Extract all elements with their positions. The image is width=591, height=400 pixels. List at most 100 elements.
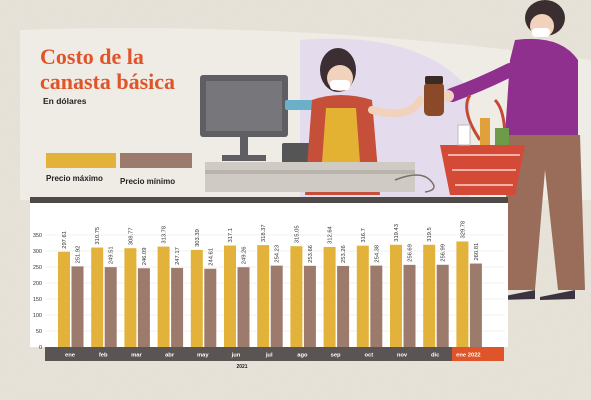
chart-title: Costo de la canasta básica bbox=[40, 44, 240, 94]
bar-value-label: 319.43 bbox=[394, 224, 400, 242]
legend-label-max: Precio máximo bbox=[46, 174, 103, 183]
bar-min bbox=[403, 264, 416, 347]
bar-value-label: 247.17 bbox=[175, 247, 181, 265]
counter bbox=[205, 162, 415, 192]
bar-value-label: 256.69 bbox=[408, 244, 414, 262]
bar-max bbox=[91, 247, 104, 347]
bar-value-label: 249.51 bbox=[109, 246, 115, 264]
bar-max bbox=[423, 244, 436, 347]
x-tick-label: may bbox=[197, 353, 209, 359]
x-tick-label: sep bbox=[331, 353, 341, 359]
bar-max bbox=[224, 245, 236, 347]
y-tick-label: 300 bbox=[33, 249, 42, 255]
bar-value-label: 251.92 bbox=[76, 246, 82, 264]
y-tick-label: 50 bbox=[36, 329, 42, 335]
legend-swatch-min bbox=[120, 153, 192, 168]
bar-value-label: 249.26 bbox=[242, 247, 248, 265]
bar-min bbox=[204, 268, 217, 347]
bar-max bbox=[124, 248, 137, 347]
chart-subtitle: En dólares bbox=[43, 96, 87, 106]
bar-value-label: 318.37 bbox=[261, 224, 267, 242]
bar-max bbox=[157, 246, 170, 347]
bar-value-label: 315.05 bbox=[294, 225, 300, 243]
bar-value-label: 317.1 bbox=[228, 228, 234, 243]
y-tick-label: 350 bbox=[33, 233, 42, 239]
bar-value-label: 297.61 bbox=[62, 231, 68, 249]
jar-icon bbox=[424, 82, 444, 116]
bar-value-label: 253.66 bbox=[308, 245, 314, 263]
bar-max bbox=[190, 249, 203, 347]
milk-icon bbox=[457, 124, 471, 146]
y-tick-label: 200 bbox=[33, 281, 42, 287]
bar-min bbox=[436, 264, 449, 347]
x-tick-label: jul bbox=[265, 353, 273, 359]
y-tick-label: 250 bbox=[33, 265, 42, 271]
y-axis-ticks: 0 50 100 150 200 250 300 350 bbox=[33, 233, 42, 351]
bar-value-label: 253.26 bbox=[341, 245, 347, 263]
bar-value-label: 329.78 bbox=[460, 221, 466, 239]
cashier-illustration bbox=[200, 48, 435, 195]
chart-top-band bbox=[30, 197, 508, 203]
year-label: 2021 bbox=[236, 364, 247, 370]
bar-min bbox=[171, 267, 184, 347]
x-tick-label: oct bbox=[364, 353, 373, 359]
x-tick-label: mar bbox=[131, 353, 142, 359]
y-tick-label: 100 bbox=[33, 313, 42, 319]
mask-icon bbox=[532, 28, 550, 37]
x-tick-label: abr bbox=[165, 353, 175, 359]
customer-pants bbox=[505, 135, 585, 290]
bar-max bbox=[257, 245, 270, 347]
x-tick-label: ene 2022 bbox=[456, 353, 481, 359]
bar-min bbox=[237, 267, 250, 347]
x-axis-band bbox=[45, 347, 495, 361]
title-line-2: canasta básica bbox=[40, 69, 176, 94]
bar-value-label: 244.61 bbox=[208, 248, 214, 266]
legend-label-min: Precio mínimo bbox=[120, 177, 176, 186]
shoe-icon bbox=[540, 290, 575, 300]
bar-max bbox=[390, 244, 402, 347]
legend-swatch-max bbox=[46, 153, 116, 168]
bar-value-label: 313.78 bbox=[162, 226, 168, 244]
x-axis-highlight-band bbox=[452, 347, 504, 361]
x-tick-label: feb bbox=[99, 353, 108, 359]
bar-value-label: 316.7 bbox=[361, 228, 367, 243]
bar-min bbox=[337, 265, 350, 347]
bar-min bbox=[104, 267, 117, 347]
bar-value-label: 303.39 bbox=[195, 229, 201, 247]
mask-icon bbox=[330, 80, 350, 90]
bar-value-label: 254.23 bbox=[275, 245, 281, 263]
bar-value-label: 254.38 bbox=[374, 245, 380, 263]
bar-max bbox=[290, 246, 303, 347]
bar-value-label: 246.09 bbox=[142, 248, 148, 266]
bar-min bbox=[137, 268, 150, 347]
bar-value-label: 310.75 bbox=[95, 227, 101, 245]
bar-value-label: 312.64 bbox=[328, 225, 334, 244]
bar-min bbox=[71, 266, 84, 347]
bar-value-label: 308.77 bbox=[128, 227, 134, 245]
chart-bars bbox=[58, 241, 482, 347]
bar-value-labels: 297.61 251.92 310.75 249.51 308.77 246.09 313.… bbox=[62, 221, 480, 266]
customer-illustration bbox=[424, 0, 585, 300]
y-tick-label: 150 bbox=[33, 297, 42, 303]
y-tick-label: 0 bbox=[39, 345, 42, 351]
bar-value-label: 260.81 bbox=[474, 243, 480, 261]
x-tick-label: ago bbox=[297, 353, 308, 359]
bar-max bbox=[456, 241, 469, 347]
bar-min bbox=[469, 263, 482, 347]
bar-max bbox=[323, 246, 336, 347]
shoe-icon bbox=[500, 290, 535, 300]
bar-max bbox=[58, 251, 70, 347]
bar-value-label: 319.5 bbox=[427, 227, 433, 242]
x-tick-label: jun bbox=[231, 353, 241, 359]
bar-min bbox=[370, 265, 383, 347]
x-axis-labels: ene feb mar abr may jun jul ago sep oct nov dic ene … bbox=[65, 353, 481, 359]
bar-min bbox=[270, 265, 283, 347]
customer-sweater bbox=[505, 38, 578, 135]
x-tick-label: nov bbox=[397, 353, 408, 359]
x-tick-label: dic bbox=[431, 353, 440, 359]
bar-max bbox=[356, 245, 369, 347]
bar-value-label: 256.99 bbox=[441, 244, 447, 262]
bar-min bbox=[303, 265, 316, 347]
title-line-1: Costo de la bbox=[40, 44, 144, 69]
